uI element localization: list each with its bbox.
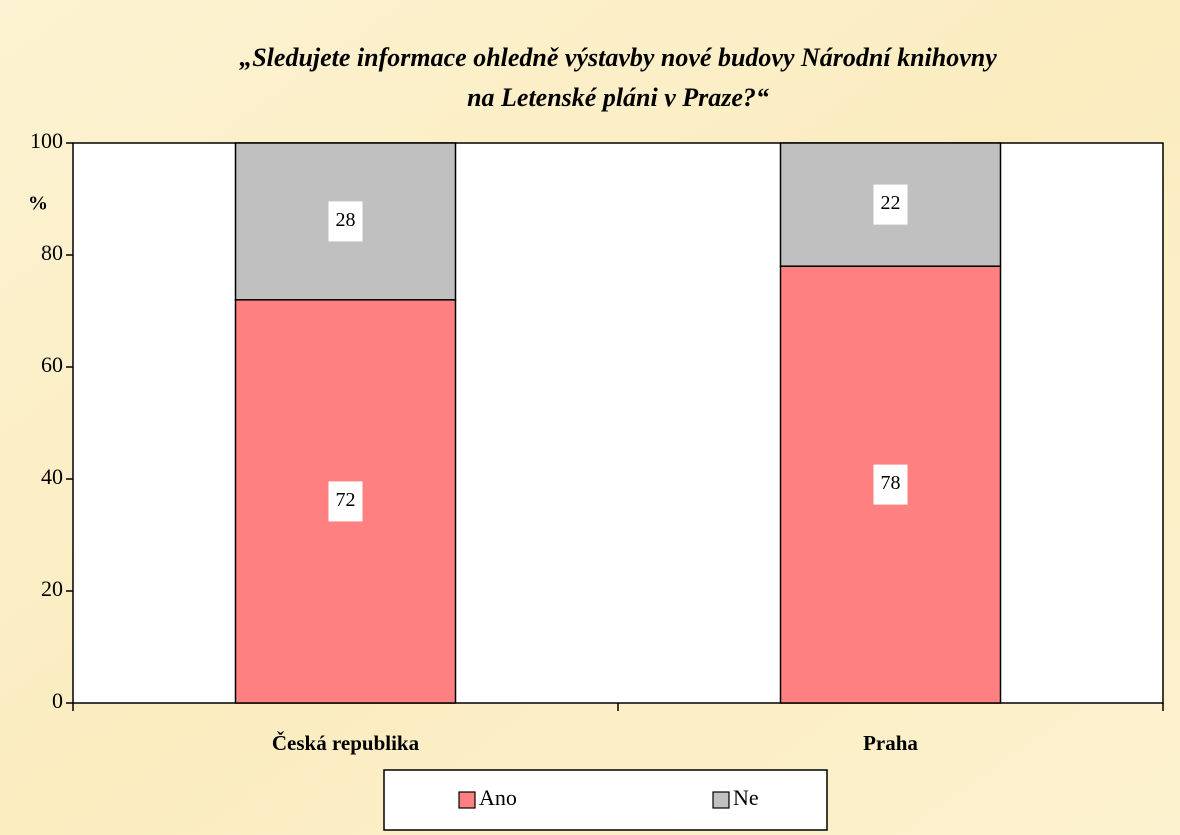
data-label: 78	[881, 472, 901, 494]
label-box	[873, 464, 908, 505]
data-label: 72	[336, 489, 356, 511]
x-tick-label: Česká republika	[272, 731, 420, 755]
legend-label: Ano	[479, 785, 517, 810]
y-tick-label: 0	[52, 688, 63, 713]
y-tick-label: 80	[41, 240, 63, 265]
y-tick-label: 100	[30, 128, 63, 153]
legend-swatch	[712, 791, 730, 809]
data-label: 28	[336, 209, 356, 231]
legend-label: Ne	[733, 785, 759, 810]
y-axis-label: %	[28, 193, 48, 215]
label-box	[328, 481, 363, 522]
legend-swatch	[458, 791, 476, 809]
chart-title: „Sledujete informace ohledně výstavby no…	[239, 43, 997, 72]
y-tick-label: 40	[41, 464, 63, 489]
label-box	[328, 201, 363, 242]
label-box	[873, 184, 908, 225]
y-tick-label: 60	[41, 352, 63, 377]
chart-title: na Letenské pláni v Praze?“	[467, 83, 769, 112]
x-tick-label: Praha	[863, 731, 918, 755]
data-label: 22	[881, 192, 901, 214]
legend	[383, 769, 828, 831]
y-tick-label: 20	[41, 576, 63, 601]
